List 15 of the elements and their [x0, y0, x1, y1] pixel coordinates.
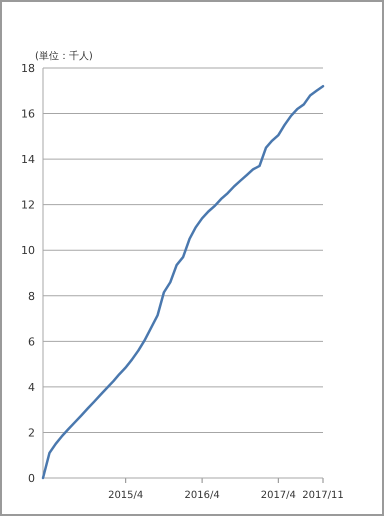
y-tick-label: 12 [21, 198, 35, 212]
x-tick-label: 2016/4 [184, 490, 220, 501]
y-tick-label: 2 [28, 426, 35, 440]
y-tick-label: 10 [21, 244, 35, 258]
y-tick-label: 14 [21, 153, 35, 166]
x-tick-label: 2017/11 [302, 490, 344, 501]
y-tick-label: 16 [21, 108, 35, 121]
y-tick-label: 0 [28, 472, 35, 485]
y-tick-label: 18 [21, 62, 35, 75]
y-tick-label: 8 [28, 290, 35, 303]
y-tick-label: 6 [28, 335, 35, 348]
x-tick-label: 2017/4 [260, 490, 296, 501]
x-tick-label: 2015/4 [108, 490, 144, 501]
y-tick-label: 4 [28, 380, 35, 394]
y-axis-title: (単位：千人) [35, 50, 93, 62]
